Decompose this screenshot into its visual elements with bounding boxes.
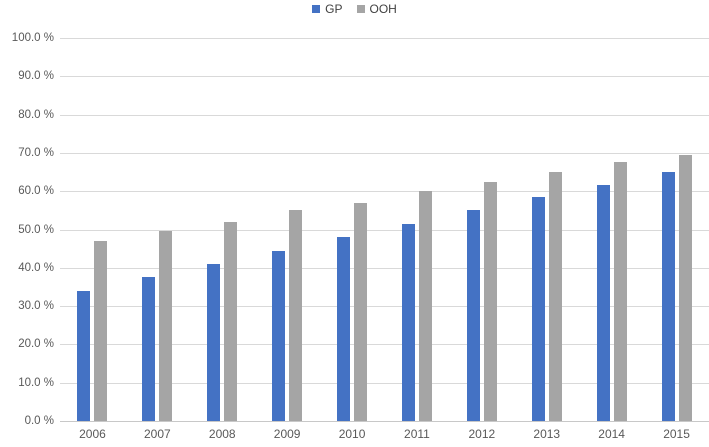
bar-ooh-2008 bbox=[224, 222, 238, 421]
x-tick-label: 2008 bbox=[208, 427, 236, 441]
gridline bbox=[60, 76, 709, 77]
bar-group-2008 bbox=[190, 38, 255, 421]
gridline bbox=[60, 306, 709, 307]
gridline bbox=[60, 230, 709, 231]
y-tick-label: 90.0 % bbox=[18, 70, 54, 82]
gridline bbox=[60, 383, 709, 384]
bar-ooh-2015 bbox=[678, 155, 692, 421]
x-tick-label: 2012 bbox=[468, 427, 496, 441]
gridline bbox=[60, 191, 709, 192]
bar-group-2012 bbox=[449, 38, 514, 421]
gridline bbox=[60, 344, 709, 345]
gridline bbox=[60, 421, 709, 422]
bar-ooh-2009 bbox=[289, 210, 303, 421]
gridline bbox=[60, 268, 709, 269]
y-tick-label: 100.0 % bbox=[11, 32, 54, 44]
bar-ooh-2014 bbox=[613, 162, 627, 421]
x-tick-label: 2013 bbox=[533, 427, 561, 441]
x-tick-label: 2015 bbox=[663, 427, 690, 441]
bar-group-2009 bbox=[255, 38, 320, 421]
bar-gp-2008 bbox=[207, 264, 221, 421]
x-axis-labels: 2006 2007 2008 2009 2010 2011 2012 2013 2014 2015 bbox=[60, 427, 709, 443]
bar-group-2015 bbox=[644, 38, 709, 421]
y-tick-label: 20.0 % bbox=[18, 338, 54, 350]
x-tick-label: 2011 bbox=[404, 427, 430, 441]
legend-label-ooh: OOH bbox=[369, 2, 397, 16]
legend: GP OOH bbox=[0, 2, 709, 16]
bar-gp-2006 bbox=[77, 291, 91, 421]
y-tick-label: 60.0 % bbox=[18, 185, 54, 197]
y-axis-labels: 100.0 % 90.0 % 80.0 % 70.0 % 60.0 % 50.0 % 40.… bbox=[0, 32, 54, 427]
x-tick-label: 2007 bbox=[143, 427, 171, 441]
bar-gp-2014 bbox=[596, 185, 610, 421]
bar-group-2007 bbox=[125, 38, 190, 421]
bar-ooh-2011 bbox=[418, 191, 432, 421]
y-tick-label: 50.0 % bbox=[18, 224, 54, 236]
bar-group-2013 bbox=[514, 38, 579, 421]
x-tick-label: 2014 bbox=[598, 427, 625, 441]
bar-ooh-2006 bbox=[94, 241, 108, 421]
bar-gp-2010 bbox=[337, 237, 351, 421]
legend-item-ooh: OOH bbox=[356, 2, 397, 16]
y-tick-label: 10.0 % bbox=[18, 377, 54, 389]
bar-gp-2012 bbox=[466, 210, 480, 421]
bar-group-2006 bbox=[60, 38, 125, 421]
gridline bbox=[60, 38, 709, 39]
legend-item-gp: GP bbox=[312, 2, 343, 16]
legend-label-gp: GP bbox=[325, 2, 343, 16]
x-tick-label: 2009 bbox=[273, 427, 301, 441]
bar-ooh-2013 bbox=[548, 172, 562, 421]
bar-group-2010 bbox=[320, 38, 385, 421]
y-tick-label: 0.0 % bbox=[24, 415, 54, 427]
bar-ooh-2007 bbox=[159, 231, 173, 421]
gridline bbox=[60, 153, 709, 154]
bar-group-2014 bbox=[579, 38, 644, 421]
plot-area bbox=[60, 38, 709, 422]
bar-gp-2011 bbox=[401, 224, 415, 421]
bar-ooh-2010 bbox=[354, 203, 368, 421]
bar-group-2011 bbox=[385, 38, 450, 421]
bar-gp-2009 bbox=[272, 251, 286, 421]
bar-gp-2015 bbox=[661, 172, 675, 421]
y-tick-label: 40.0 % bbox=[18, 262, 54, 274]
x-tick-label: 2006 bbox=[79, 427, 106, 441]
bar-gp-2013 bbox=[531, 197, 545, 421]
x-tick-label: 2010 bbox=[338, 427, 366, 441]
bar-gp-2007 bbox=[142, 277, 156, 421]
bar-ooh-2012 bbox=[483, 182, 497, 421]
ooh-series-swatch-icon bbox=[356, 5, 365, 13]
gp-series-swatch-icon bbox=[312, 5, 321, 13]
y-tick-label: 70.0 % bbox=[18, 147, 54, 159]
gridline bbox=[60, 115, 709, 116]
y-tick-label: 80.0 % bbox=[18, 109, 54, 121]
y-tick-label: 30.0 % bbox=[18, 300, 54, 312]
